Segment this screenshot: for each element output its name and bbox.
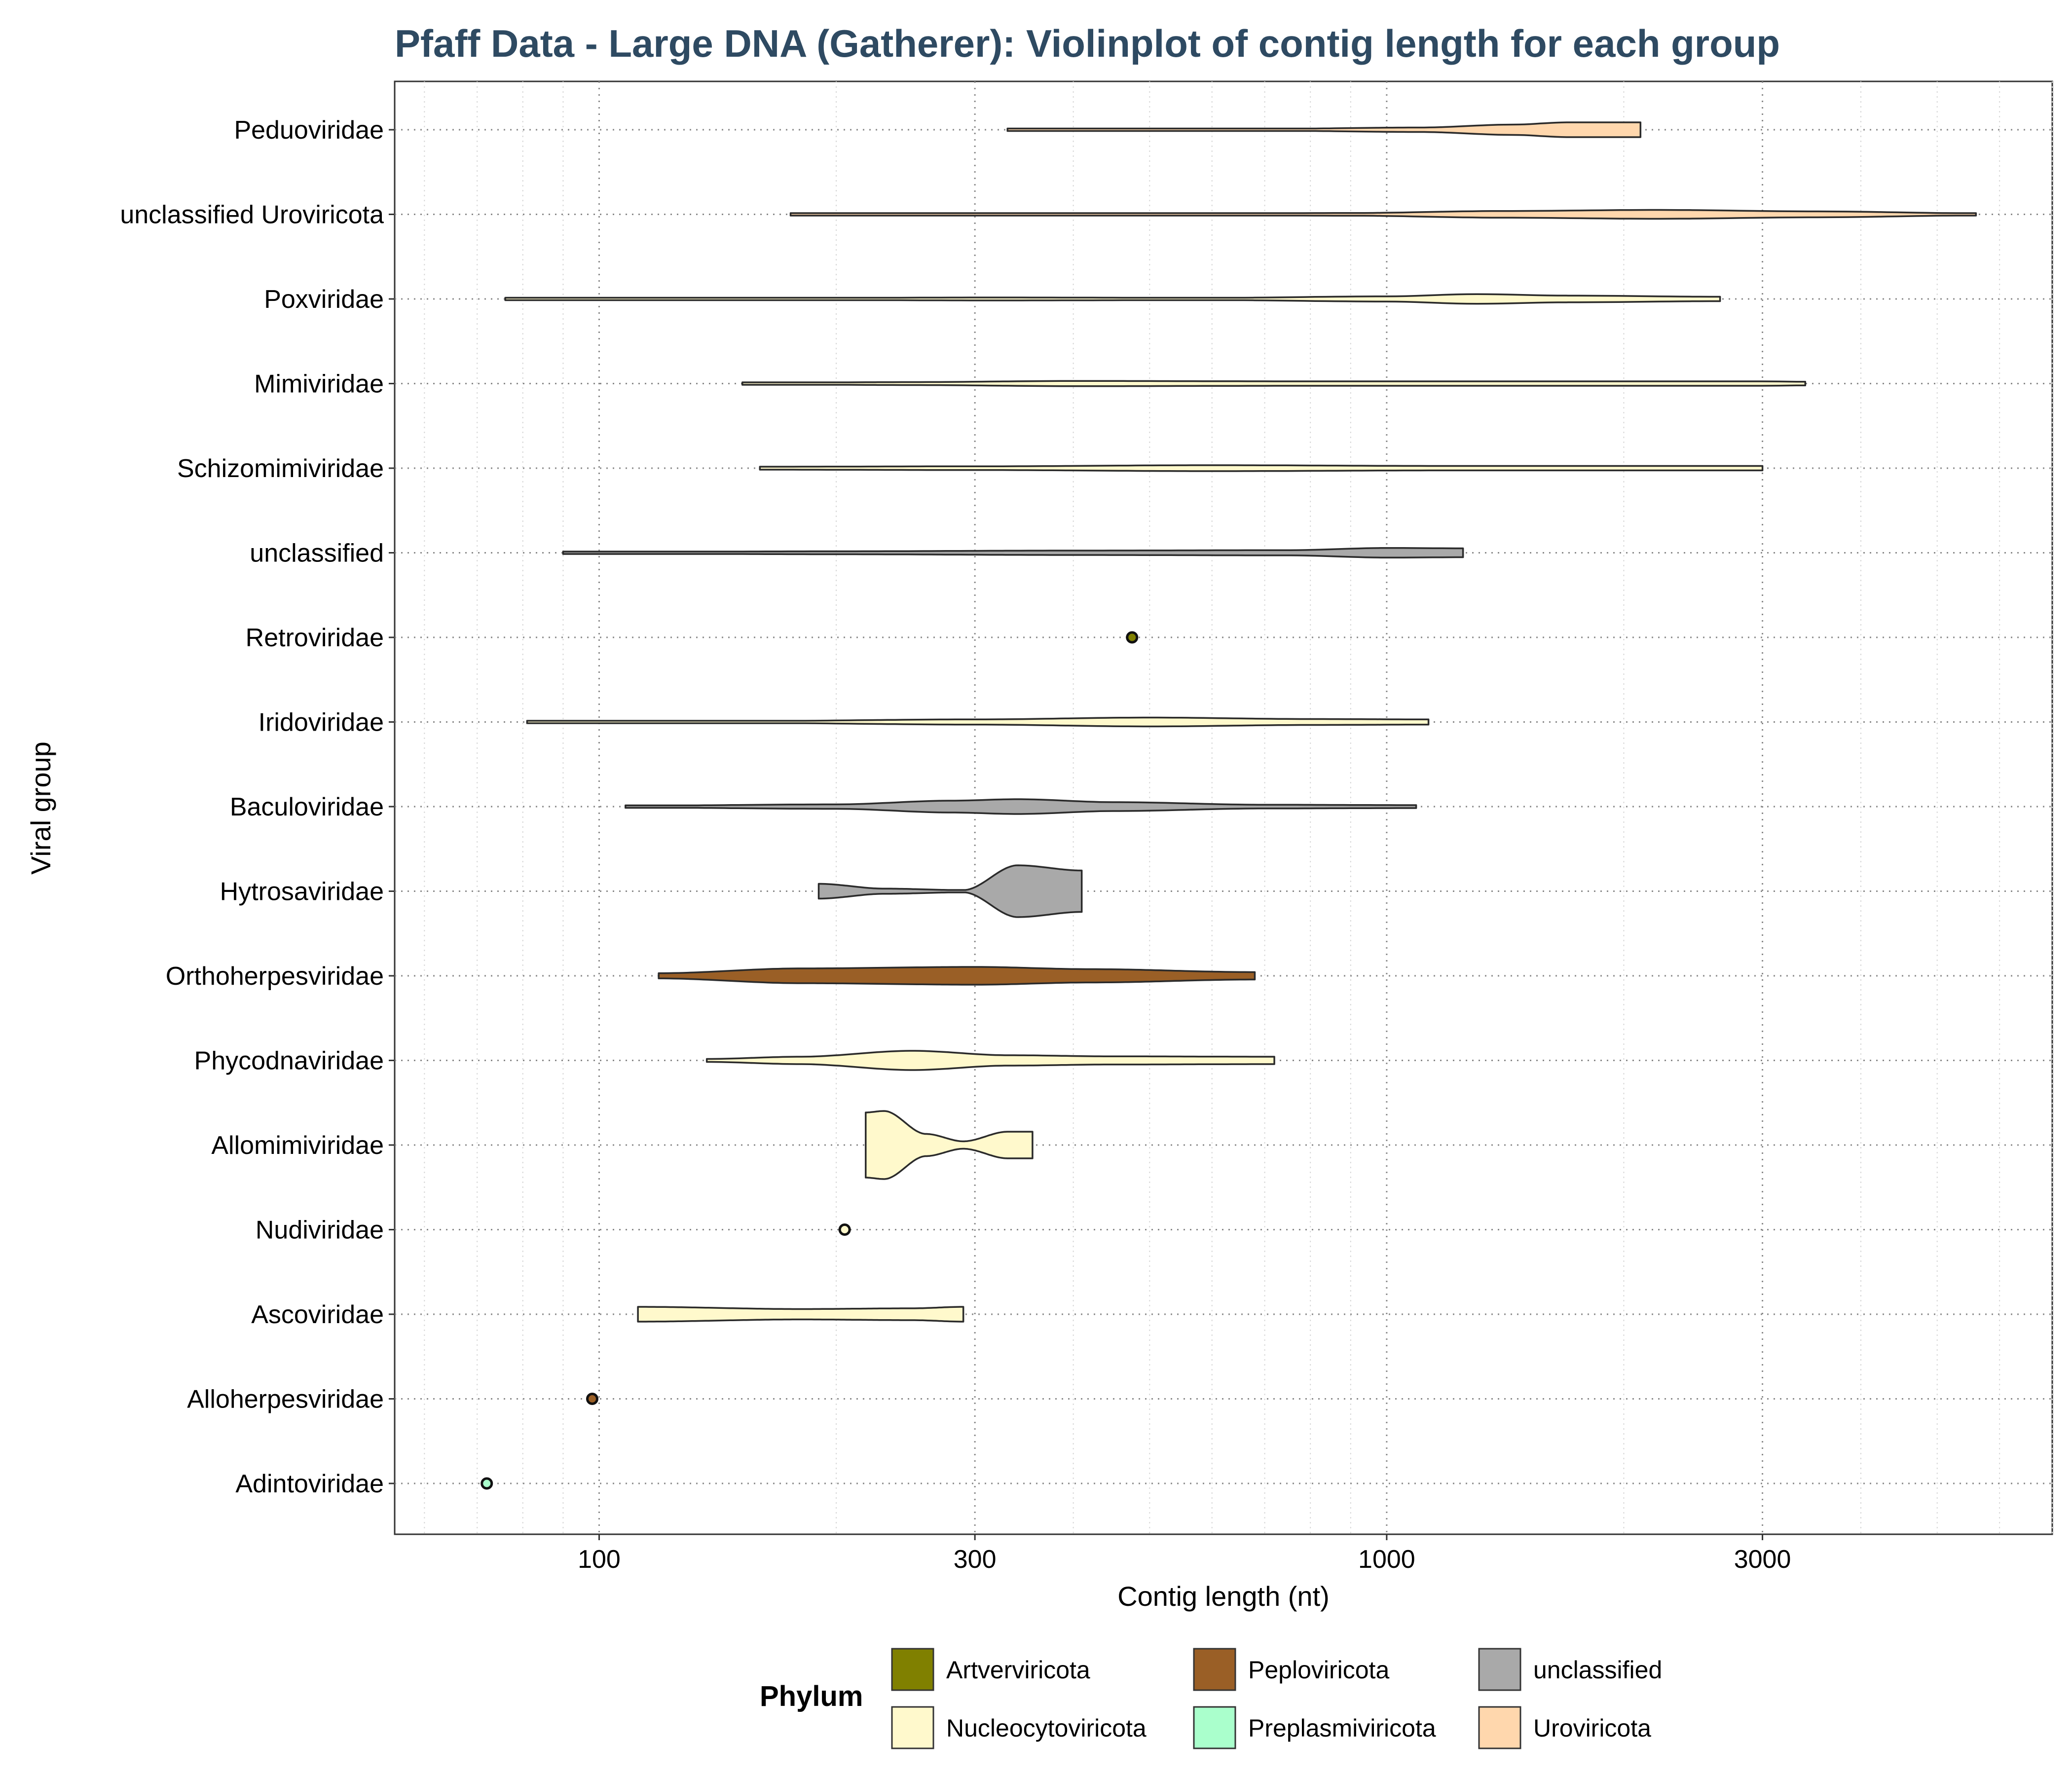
y-tick-label: Baculoviridae	[230, 793, 384, 821]
y-tick-label: Adintoviridae	[235, 1470, 384, 1498]
violin-schizomimiviridae	[759, 464, 1764, 472]
legend-label: Uroviricota	[1533, 1714, 1651, 1742]
violin-unclassified	[562, 547, 1464, 558]
y-tick-label: Alloherpesviridae	[187, 1385, 384, 1414]
violin-point-alloherpesviridae	[586, 1393, 598, 1405]
violin-ascoviridae	[637, 1306, 964, 1323]
chart-title: Pfaff Data - Large DNA (Gatherer): Violi…	[395, 22, 1780, 65]
x-axis-label: Contig length (nt)	[1117, 1581, 1330, 1612]
x-tick-label: 3000	[1734, 1545, 1791, 1574]
x-tick-labels: 100 300 1000 3000	[578, 1534, 1791, 1574]
y-tick-label: unclassified Uroviricota	[120, 201, 384, 229]
y-tick-label: unclassified	[250, 539, 384, 568]
legend-key-peploviricota	[1193, 1648, 1236, 1691]
legend-key-artverviricota	[891, 1648, 934, 1691]
violin-mimiviridae	[741, 380, 1807, 387]
y-tick-label: Retroviridae	[246, 624, 384, 652]
x-tick-label: 300	[954, 1545, 997, 1574]
violin-orthoherpesviridae	[658, 966, 1256, 986]
y-tick-label: Orthoherpesviridae	[166, 962, 384, 991]
y-tick-label: Nudiviridae	[256, 1216, 384, 1245]
violins	[481, 121, 1977, 1490]
y-tick-label: Poxviridae	[264, 285, 384, 314]
legend-key-unclassified	[1478, 1648, 1521, 1691]
legend-label: Nucleocytoviricota	[946, 1714, 1147, 1742]
y-tick-label: Allomimiviridae	[211, 1131, 384, 1160]
violin-hytrosaviridae	[817, 864, 1083, 918]
x-tick-label: 1000	[1358, 1545, 1415, 1574]
violin-phycodnaviridae	[705, 1050, 1275, 1071]
violin-unclassified-uroviricota	[789, 209, 1977, 220]
legend-title: Phylum	[760, 1680, 863, 1712]
violin-allomimiviridae	[865, 1110, 1034, 1180]
y-tick-label: Ascoviridae	[251, 1300, 384, 1329]
x-tick-label: 100	[578, 1545, 621, 1574]
violin-baculoviridae	[625, 798, 1417, 815]
violin-point-retroviridae	[1126, 631, 1139, 644]
y-tick-labels: Peduoviridae unclassified Uroviricota Poxv…	[120, 116, 395, 1498]
violin-point-nudiviridae	[838, 1223, 851, 1236]
legend-label: Peploviricota	[1248, 1656, 1389, 1684]
violin-iridoviridae	[526, 716, 1430, 728]
violin-point-adintoviridae	[481, 1477, 493, 1490]
y-tick-label: Mimiviridae	[254, 370, 384, 399]
legend: Phylum Artverviricota Peploviricota unclas…	[760, 1648, 1662, 1749]
y-tick-label: Peduoviridae	[234, 116, 384, 145]
y-tick-label: Phycodnaviridae	[194, 1047, 384, 1075]
violin-poxviridae	[504, 293, 1721, 305]
y-axis-label: Viral group	[25, 741, 56, 875]
legend-key-uroviricota	[1478, 1706, 1521, 1749]
y-tick-label: Iridoviridae	[259, 708, 384, 737]
y-tick-label: Schizomimiviridae	[177, 454, 384, 483]
legend-label: unclassified	[1533, 1656, 1662, 1684]
legend-key-nucleocytoviricota	[891, 1706, 934, 1749]
legend-label: Preplasmiviricota	[1248, 1714, 1436, 1742]
legend-key-preplasmiviricota	[1193, 1706, 1236, 1749]
legend-label: Artverviricota	[946, 1656, 1090, 1684]
y-tick-label: Hytrosaviridae	[220, 878, 384, 906]
violin-peduoviridae	[1006, 121, 1642, 138]
